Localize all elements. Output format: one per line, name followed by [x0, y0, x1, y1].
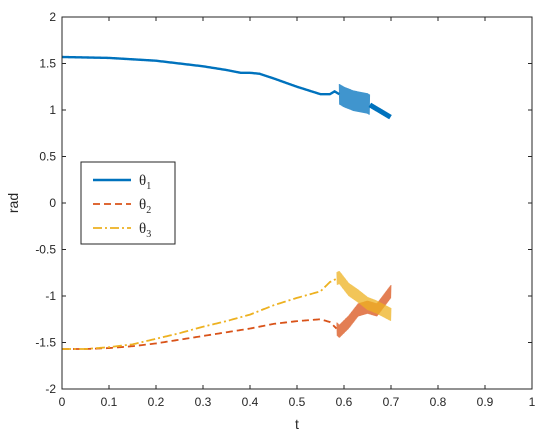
legend-entry-subscript: 3: [146, 229, 151, 240]
legend-entry-name: θ: [139, 173, 146, 189]
x-tick-label: 0.5: [289, 395, 306, 409]
x-tick-label: 0.8: [430, 395, 447, 409]
series-tail: [368, 102, 392, 120]
x-tick-label: 0.3: [195, 395, 212, 409]
legend-box: [80, 161, 176, 245]
legend-entry-subscript: 1: [146, 181, 151, 192]
x-tick-label: 0.6: [336, 395, 353, 409]
series-layer: [61, 55, 392, 350]
legend-entry-name: θ: [139, 197, 146, 213]
x-axis-label: t: [295, 416, 299, 432]
x-tick-label: 0.9: [477, 395, 494, 409]
series-oscillation: [336, 271, 392, 321]
y-tick-label: 1.5: [39, 57, 56, 71]
legend-entry: θ1: [139, 173, 151, 192]
x-tick-label: 0.7: [383, 395, 400, 409]
legend-entry-name: θ: [139, 221, 146, 237]
series-theta-1: [61, 55, 392, 120]
y-tick-label: -2: [45, 382, 56, 396]
ticks-layer: 0 0.1 0.2 0.3 0.4 0.5 0.6 0.7 0.8 0.9 1 -2 -1.5 -1 -0.…: [35, 10, 535, 409]
x-tick-label: 0: [59, 395, 66, 409]
x-tick-label: 0.2: [148, 395, 165, 409]
y-tick-label: -1: [45, 289, 56, 303]
y-tick-label: -0.5: [35, 243, 56, 257]
series-line: [61, 55, 340, 96]
legend-entry: θ3: [139, 221, 151, 240]
series-theta-3: [62, 271, 392, 350]
legend-entry-subscript: 2: [146, 205, 151, 216]
legend-entry: θ2: [139, 197, 151, 216]
x-tick-label: 0.1: [101, 395, 118, 409]
y-tick-label: -1.5: [35, 336, 56, 350]
series-line: [62, 318, 338, 350]
y-tick-label: 0: [49, 196, 56, 210]
y-tick-label: 2: [49, 10, 56, 24]
y-axis-label: rad: [5, 193, 21, 213]
x-tick-label: 1: [529, 395, 536, 409]
y-tick-label: 1: [49, 103, 56, 117]
series-oscillation: [338, 83, 371, 115]
x-tick-label: 0.4: [242, 395, 259, 409]
y-tick-label: 0.5: [39, 150, 56, 164]
series-line: [62, 277, 337, 350]
